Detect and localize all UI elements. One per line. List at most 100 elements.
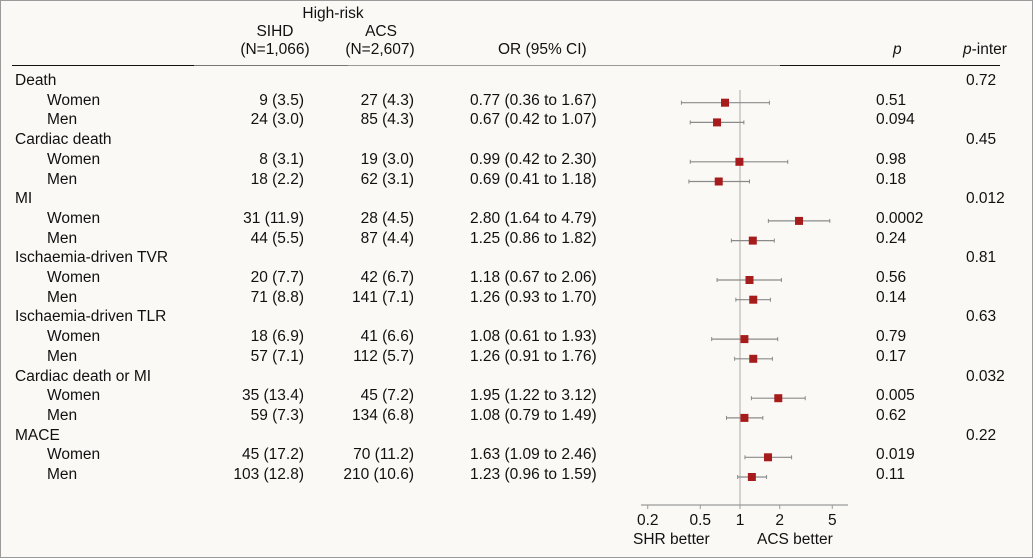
header-rule-mid [194, 65, 348, 66]
acs-value: 62 (3.1) [360, 170, 414, 188]
subgroup-label: Women [47, 150, 101, 168]
header-rule-end [780, 65, 1000, 66]
subgroup-label: Women [47, 446, 101, 464]
x-tick-label: 0.2 [637, 512, 659, 529]
subgroup-label: Men [47, 288, 78, 306]
or-ci-text: 0.69 (0.41 to 1.18) [470, 170, 597, 188]
header-col-sihd: SIHD [256, 23, 294, 40]
or-ci-text: 0.99 (0.42 to 2.30) [470, 150, 597, 168]
group-label: Death [15, 72, 57, 89]
sihd-value: 59 (7.3) [250, 406, 304, 424]
group-label: Cardiac death or MI [15, 367, 152, 385]
subgroup-label: Men [47, 111, 78, 129]
header-col-pinter: p-inter [963, 41, 1007, 59]
p-value: 0.62 [876, 406, 907, 424]
acs-value: 42 (6.7) [360, 269, 414, 286]
sihd-value: 18 (2.2) [250, 170, 304, 188]
header-rule-right [348, 65, 826, 66]
p-inter-value: 0.012 [966, 190, 1005, 208]
p-value: 0.24 [876, 229, 907, 247]
or-marker [749, 295, 758, 304]
or-ci-text: 1.08 (0.79 to 1.49) [470, 406, 597, 424]
x-tick-label: 5 [828, 512, 837, 529]
or-marker [764, 453, 773, 462]
group-label: MI [15, 190, 33, 208]
axis-right-label: ACS better [757, 531, 833, 548]
sihd-value: 24 (3.0) [250, 111, 304, 129]
or-marker [713, 118, 722, 127]
acs-value: 112 (5.7) [353, 347, 414, 365]
or-ci-text: 1.26 (0.91 to 1.76) [470, 347, 597, 365]
subgroup-label: Women [47, 387, 101, 405]
group-label: Ischaemia-driven TLR [15, 308, 167, 326]
or-marker [749, 354, 758, 363]
acs-value: 87 (4.4) [360, 229, 414, 247]
sihd-value: 35 (13.4) [241, 387, 304, 405]
or-marker [747, 473, 756, 481]
x-tick-label: 1 [736, 512, 745, 529]
subgroup-label: Men [47, 347, 78, 365]
or-ci-text: 1.23 (0.96 to 1.59) [470, 466, 597, 483]
p-value: 0.79 [876, 328, 907, 346]
acs-value: 45 (7.2) [360, 387, 414, 405]
acs-value: 141 (7.1) [351, 288, 414, 306]
acs-value: 70 (11.2) [353, 446, 414, 464]
p-inter-value: 0.45 [966, 131, 997, 149]
header-group-label: High-risk [302, 5, 364, 22]
or-ci-text: 1.18 (0.67 to 2.06) [470, 269, 597, 286]
subgroup-label: Women [47, 269, 101, 286]
subgroup-label: Men [47, 466, 78, 483]
x-tick-label: 0.5 [689, 512, 711, 529]
subgroup-label: Men [47, 229, 78, 247]
or-ci-text: 0.67 (0.42 to 1.07) [470, 111, 597, 129]
or-ci-text: 0.77 (0.36 to 1.67) [470, 91, 597, 109]
or-ci-text: 2.80 (1.64 to 4.79) [470, 209, 597, 227]
group-label: Cardiac death [15, 131, 112, 149]
acs-value: 210 (10.6) [343, 466, 414, 483]
subgroup-label: Women [47, 91, 101, 109]
p-value: 0.094 [876, 111, 915, 129]
axis-left-label: SHR better [633, 531, 710, 548]
or-marker [740, 335, 749, 344]
or-marker [721, 98, 730, 107]
or-marker [714, 177, 723, 186]
sihd-value: 18 (6.9) [250, 328, 304, 346]
p-value: 0.17 [876, 347, 907, 365]
p-inter-value: 0.22 [966, 426, 997, 444]
sihd-value: 44 (5.5) [250, 229, 304, 247]
p-inter-value: 0.032 [966, 367, 1005, 385]
p-value: 0.005 [876, 387, 915, 405]
or-ci-text: 1.08 (0.61 to 1.93) [470, 328, 597, 346]
sihd-value: 45 (17.2) [241, 446, 304, 464]
p-value: 0.56 [876, 269, 907, 286]
group-label: Ischaemia-driven TVR [15, 249, 169, 267]
header-col-sihd-n: (N=1,066) [240, 41, 310, 58]
or-ci-text: 1.26 (0.93 to 1.70) [470, 288, 597, 306]
p-value: 0.51 [876, 91, 907, 109]
p-inter-value: 0.63 [966, 308, 997, 326]
subgroup-label: Men [47, 406, 78, 424]
acs-value: 28 (4.5) [360, 209, 414, 227]
sihd-value: 103 (12.8) [233, 466, 304, 483]
sihd-value: 57 (7.1) [250, 347, 304, 365]
header-col-acs-n: (N=2,607) [345, 41, 415, 58]
acs-value: 134 (6.8) [351, 406, 414, 424]
x-tick-label: 2 [775, 512, 784, 529]
p-value: 0.18 [876, 170, 907, 188]
header-col-p: p [893, 41, 902, 58]
acs-value: 19 (3.0) [360, 150, 414, 168]
header-rule [12, 65, 194, 66]
or-marker [745, 276, 754, 284]
acs-value: 27 (4.3) [360, 91, 414, 109]
p-value: 0.14 [876, 288, 907, 306]
or-marker [774, 394, 783, 403]
p-value: 0.0002 [876, 209, 924, 227]
p-value: 0.019 [876, 446, 915, 464]
or-marker [735, 157, 744, 166]
header-col-acs: ACS [365, 23, 397, 40]
p-inter-value: 0.72 [966, 72, 997, 89]
sihd-value: 71 (8.8) [250, 288, 304, 306]
or-ci-text: 1.63 (1.09 to 2.46) [470, 446, 597, 464]
sihd-value: 9 (3.5) [259, 91, 304, 109]
